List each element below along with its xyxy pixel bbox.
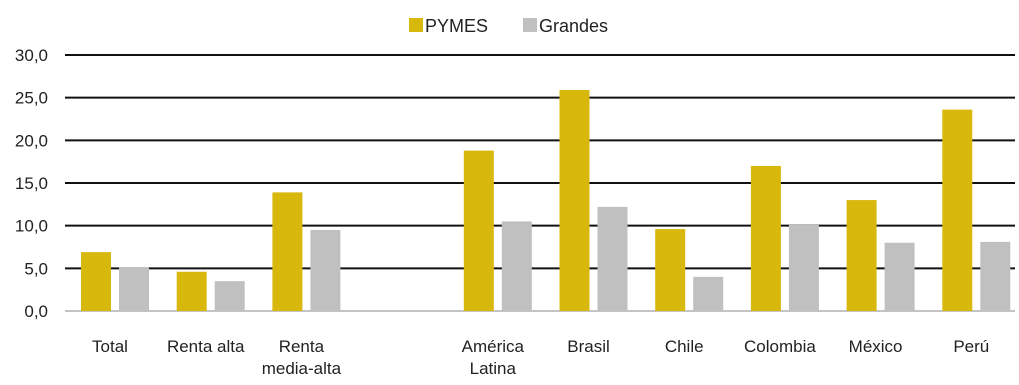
legend-label-pymes: PYMES (425, 16, 488, 36)
bar-pymes (846, 200, 877, 311)
legend-label-grandes: Grandes (539, 16, 608, 36)
bar-grandes (310, 229, 341, 311)
y-tick-label: 5,0 (24, 259, 48, 278)
bar-pymes (463, 150, 494, 311)
legend-swatch-pymes (409, 18, 423, 32)
x-tick-label: Brasil (567, 337, 610, 356)
bars (81, 89, 1011, 311)
x-tick-label: América Latina (462, 337, 525, 378)
bar-pymes (176, 271, 207, 311)
bar-pymes (942, 109, 973, 311)
x-tick-label: Perú (953, 337, 989, 356)
x-tick-label: México (849, 337, 903, 356)
bar-grandes (693, 276, 724, 311)
x-tick-label: Renta alta (167, 337, 245, 356)
y-tick-label: 15,0 (15, 174, 48, 193)
x-tick-label: Chile (665, 337, 704, 356)
y-tick-label: 20,0 (15, 131, 48, 150)
bar-grandes (214, 281, 245, 311)
bar-pymes (559, 89, 590, 311)
bar-pymes (81, 252, 111, 311)
y-axis-ticks: 0,0 5,0 10,0 15,0 20,0 25,0 30,0 (15, 46, 48, 321)
x-tick-label: Total (92, 337, 128, 356)
bar-grandes (119, 267, 149, 311)
legend-swatch-grandes (523, 18, 537, 32)
y-tick-label: 10,0 (15, 217, 48, 236)
bar-grandes (884, 242, 915, 311)
bar-pymes (750, 165, 781, 311)
x-axis-labels: Total Renta alta Renta media-alta América Lat… (92, 337, 989, 378)
y-tick-label: 25,0 (15, 89, 48, 108)
y-tick-label: 0,0 (24, 302, 48, 321)
x-tick-label: Colombia (744, 337, 816, 356)
bar-grandes (980, 241, 1011, 311)
gridlines (65, 54, 1015, 312)
bar-grandes (501, 221, 532, 311)
bar-grandes (597, 206, 628, 311)
bar-grandes (788, 224, 819, 311)
legend: PYMES Grandes (409, 16, 608, 36)
x-tick-label: Renta media-alta (262, 337, 342, 378)
y-tick-label: 30,0 (15, 46, 48, 65)
bar-pymes (655, 229, 686, 311)
bar-pymes (272, 192, 303, 311)
